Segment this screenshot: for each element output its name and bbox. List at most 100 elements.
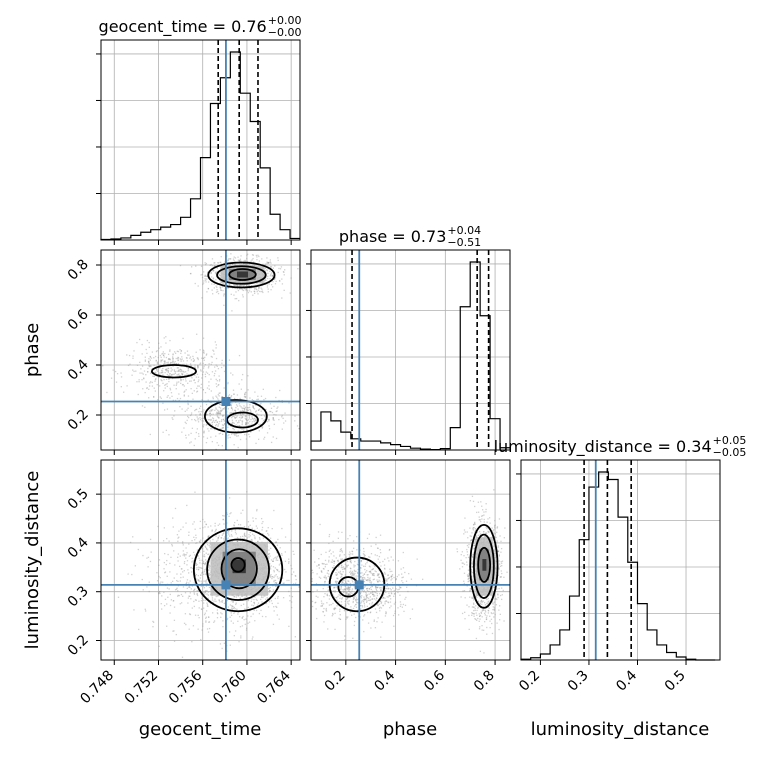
- scatter-point: [218, 535, 220, 537]
- scatter-point: [221, 613, 223, 615]
- scatter-point: [172, 418, 174, 421]
- scatter-point: [275, 582, 278, 584]
- scatter-point: [474, 557, 477, 559]
- scatter-point: [476, 619, 478, 621]
- scatter-point: [218, 403, 221, 405]
- scatter-point: [255, 419, 257, 421]
- scatter-point: [281, 428, 283, 430]
- scatter-point: [163, 561, 166, 564]
- scatter-point: [467, 546, 470, 548]
- scatter-point: [239, 425, 241, 427]
- scatter-point: [215, 435, 217, 437]
- scatter-point: [155, 359, 157, 362]
- scatter-point: [244, 433, 246, 436]
- scatter-point: [281, 414, 283, 417]
- scatter-point: [236, 284, 239, 286]
- scatter-point: [473, 522, 476, 525]
- scatter-point: [236, 285, 239, 287]
- scatter-point: [227, 537, 229, 539]
- scatter-point: [265, 279, 267, 282]
- scatter-point: [197, 285, 199, 287]
- scatter-point: [247, 525, 250, 528]
- scatter-point: [274, 276, 277, 279]
- scatter-point: [227, 408, 230, 410]
- scatter-point: [245, 618, 247, 620]
- scatter-point: [239, 263, 241, 265]
- scatter-point: [207, 569, 210, 571]
- scatter-point: [468, 606, 470, 608]
- scatter-point: [160, 361, 162, 363]
- scatter-point: [226, 261, 228, 263]
- scatter-point: [272, 576, 274, 578]
- scatter-point: [244, 287, 246, 290]
- scatter-point: [473, 548, 475, 550]
- scatter-point: [466, 531, 468, 533]
- scatter-point: [206, 291, 208, 293]
- scatter-point: [267, 262, 269, 264]
- scatter-point: [463, 590, 466, 592]
- scatter-point: [205, 441, 208, 444]
- scatter-point: [271, 576, 273, 578]
- scatter-point: [250, 284, 253, 287]
- scatter-point: [208, 621, 210, 623]
- scatter-point: [207, 367, 210, 369]
- scatter-point: [181, 408, 183, 410]
- scatter-point: [204, 279, 207, 281]
- scatter-point: [185, 366, 188, 368]
- scatter-point: [257, 540, 259, 543]
- scatter-point: [188, 586, 190, 588]
- scatter-point: [498, 555, 500, 557]
- scatter-point: [237, 595, 239, 597]
- scatter-point: [156, 370, 159, 372]
- scatter-point: [177, 367, 179, 369]
- scatter-point: [264, 267, 267, 269]
- scatter-point: [167, 363, 169, 365]
- scatter-point: [192, 567, 194, 570]
- scatter-point: [260, 598, 262, 601]
- scatter-point: [241, 625, 244, 627]
- scatter-point: [239, 285, 241, 288]
- scatter-point: [165, 563, 167, 566]
- scatter-point: [241, 420, 243, 422]
- scatter-point: [471, 495, 474, 498]
- scatter-point: [217, 444, 220, 447]
- scatter-point: [235, 284, 237, 287]
- scatter-point: [150, 381, 152, 383]
- scatter-point: [253, 601, 255, 604]
- scatter-point: [179, 397, 182, 400]
- scatter-point: [204, 375, 207, 378]
- scatter-point: [182, 550, 184, 552]
- scatter-point: [266, 284, 269, 286]
- scatter-point: [182, 541, 184, 543]
- scatter-point: [215, 357, 218, 360]
- scatter-point: [487, 612, 490, 614]
- scatter-point: [477, 606, 479, 608]
- scatter-point: [274, 277, 276, 280]
- scatter-point: [178, 565, 181, 568]
- scatter-point: [162, 354, 165, 356]
- scatter-point: [243, 533, 245, 535]
- scatter-point: [270, 289, 272, 291]
- scatter-point: [222, 626, 224, 628]
- scatter-point: [170, 374, 173, 376]
- scatter-point: [293, 583, 295, 585]
- scatter-point: [221, 600, 224, 602]
- scatter-point: [184, 352, 186, 354]
- scatter-point: [234, 257, 237, 259]
- scatter-point: [188, 613, 191, 615]
- scatter-point: [471, 555, 473, 557]
- scatter-point: [253, 598, 255, 601]
- scatter-point: [147, 566, 149, 568]
- scatter-point: [216, 385, 218, 388]
- scatter-point: [274, 557, 276, 559]
- scatter-point: [199, 551, 201, 553]
- scatter-point: [230, 372, 232, 374]
- scatter-point: [483, 612, 486, 615]
- scatter-point: [205, 562, 207, 564]
- scatter-point: [249, 408, 251, 411]
- scatter-point: [215, 285, 217, 287]
- scatter-point: [227, 381, 229, 384]
- scatter-point: [279, 578, 281, 581]
- scatter-point: [276, 407, 278, 409]
- scatter-point: [196, 549, 199, 551]
